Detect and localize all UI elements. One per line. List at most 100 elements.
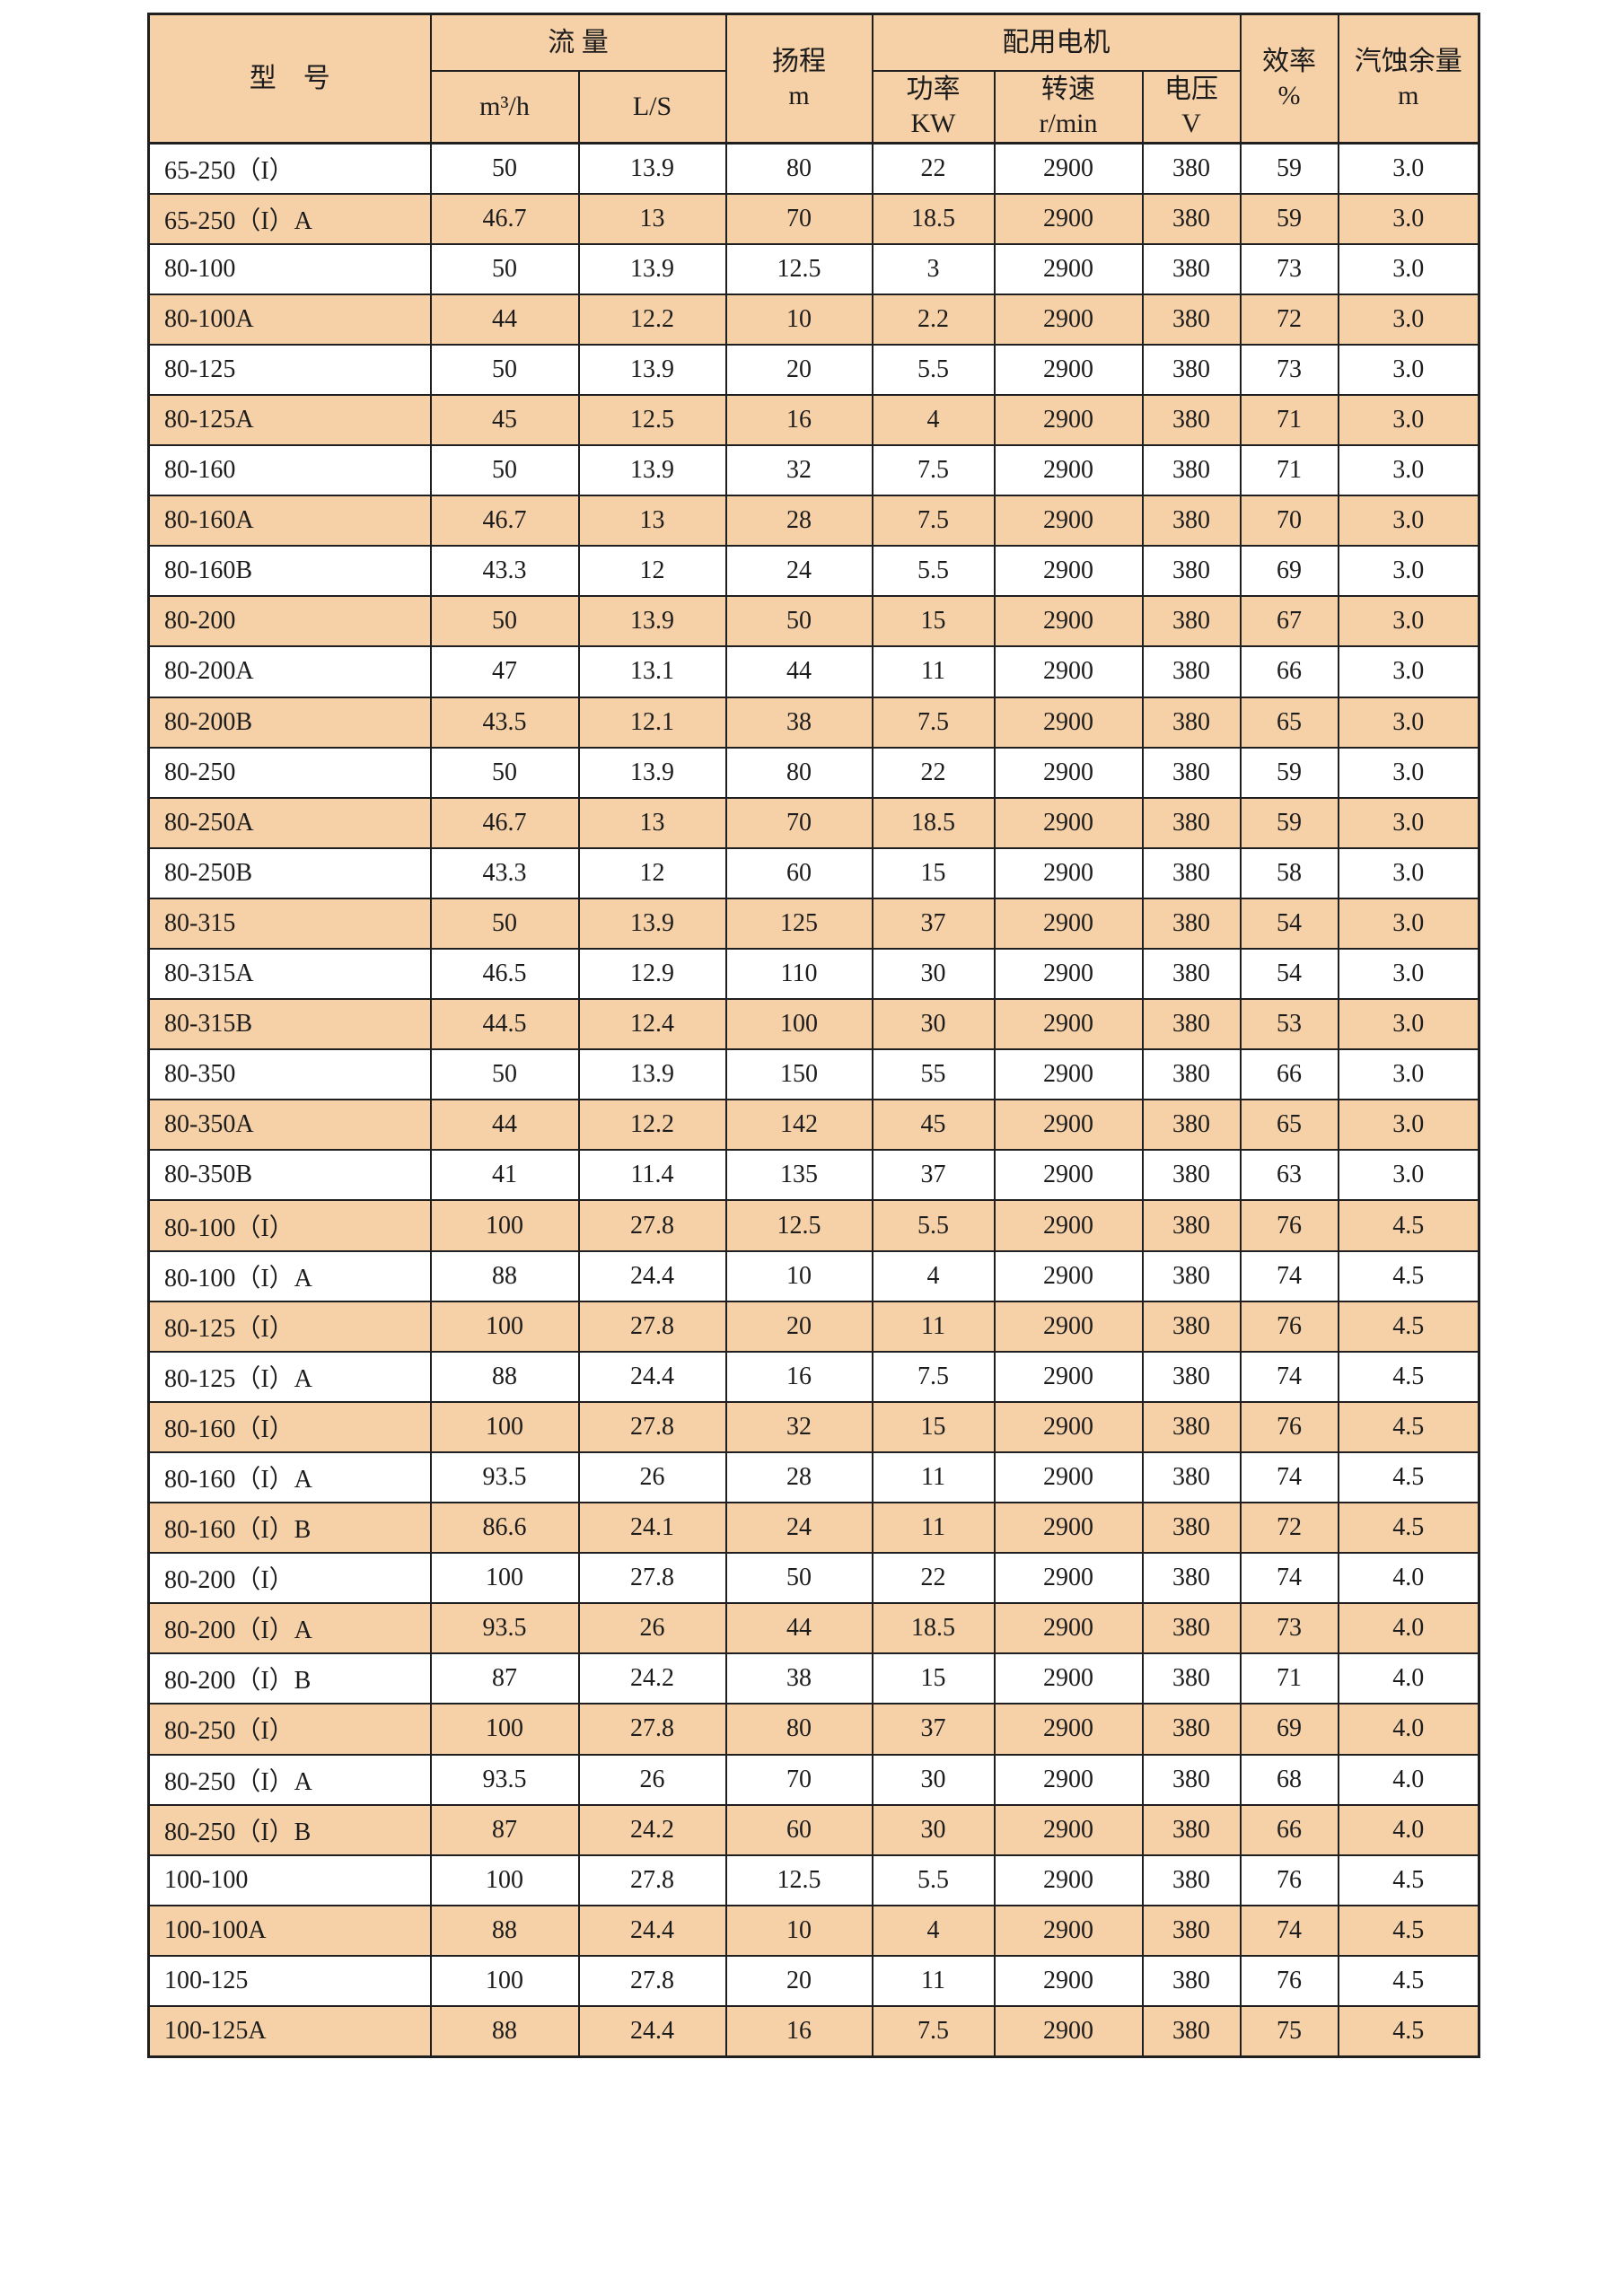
header-speed: 转速 r/min <box>993 69 1144 145</box>
cell-speed_rpm: 2900 <box>993 393 1144 447</box>
cell-efficiency_pct: 71 <box>1239 444 1339 497</box>
header-model: 型 号 <box>147 13 432 145</box>
cell-flow_ls: 13.9 <box>577 897 727 951</box>
cell-model: 80-160 <box>147 444 432 497</box>
cell-flow_m3h: 100 <box>429 1300 580 1353</box>
cell-efficiency_pct: 76 <box>1239 1400 1339 1453</box>
cell-flow_m3h: 44.5 <box>429 998 580 1051</box>
cell-efficiency_pct: 59 <box>1239 746 1339 799</box>
cell-model: 100-100A <box>147 1904 432 1957</box>
cell-power_kw: 15 <box>871 846 996 899</box>
cell-model: 80-125（I）A <box>147 1350 432 1403</box>
header-power: 功率 KW <box>871 69 996 145</box>
cell-flow_m3h: 46.7 <box>429 192 580 245</box>
cell-voltage_v: 380 <box>1141 1048 1242 1101</box>
header-flow-ls: L/S <box>577 69 727 145</box>
cell-model: 80-160（I） <box>147 1400 432 1453</box>
cell-voltage_v: 380 <box>1141 1652 1242 1705</box>
cell-power_kw: 4 <box>871 1904 996 1957</box>
cell-head_m: 10 <box>724 1249 873 1302</box>
cell-head_m: 24 <box>724 1502 873 1555</box>
table-row: 100-100A 88 24.4 10 4 2900 380 74 4.5 <box>147 1904 1480 1957</box>
header-power-unit: KW <box>910 108 956 138</box>
cell-efficiency_pct: 69 <box>1239 1703 1339 1756</box>
cell-head_m: 28 <box>724 495 873 548</box>
cell-speed_rpm: 2900 <box>993 1652 1144 1705</box>
cell-model: 80-315A <box>147 947 432 1001</box>
cell-flow_m3h: 87 <box>429 1803 580 1856</box>
cell-voltage_v: 380 <box>1141 1703 1242 1756</box>
cell-flow_m3h: 100 <box>429 1199 580 1252</box>
cell-npsh_m: 3.0 <box>1337 595 1480 648</box>
cell-efficiency_pct: 59 <box>1239 142 1339 195</box>
table-row: 80-250（I） 100 27.8 80 37 2900 380 69 4.0 <box>147 1703 1480 1756</box>
cell-voltage_v: 380 <box>1141 2004 1242 2058</box>
cell-efficiency_pct: 68 <box>1239 1753 1339 1806</box>
cell-power_kw: 11 <box>871 1954 996 2007</box>
table-row: 65-250（I） 50 13.9 80 22 2900 380 59 3.0 <box>147 142 1480 195</box>
cell-head_m: 80 <box>724 746 873 799</box>
header-speed-label: 转速 <box>1041 74 1095 105</box>
cell-head_m: 135 <box>724 1149 873 1202</box>
cell-efficiency_pct: 59 <box>1239 192 1339 245</box>
cell-flow_m3h: 100 <box>429 1400 580 1453</box>
cell-efficiency_pct: 76 <box>1239 1853 1339 1906</box>
cell-flow_m3h: 46.5 <box>429 947 580 1001</box>
cell-npsh_m: 3.0 <box>1337 947 1480 1001</box>
pump-spec-table-grid: 型 号 流 量 扬程 m 配用电机 效率 % 汽蚀余量 m m³/h L/S <box>147 13 1481 2058</box>
header-voltage-unit: V <box>1181 108 1201 138</box>
cell-power_kw: 18.5 <box>871 1602 996 1655</box>
cell-power_kw: 5.5 <box>871 343 996 396</box>
cell-power_kw: 30 <box>871 998 996 1051</box>
table-row: 80-200（I）A 93.5 26 44 18.5 2900 380 73 4.0 <box>147 1602 1480 1655</box>
cell-flow_m3h: 100 <box>429 1552 580 1605</box>
cell-flow_m3h: 44 <box>429 293 580 346</box>
cell-efficiency_pct: 74 <box>1239 1904 1339 1957</box>
cell-power_kw: 7.5 <box>871 696 996 749</box>
cell-npsh_m: 3.0 <box>1337 293 1480 346</box>
table-body: 65-250（I） 50 13.9 80 22 2900 380 59 3.0 65-250（I）… <box>147 142 1480 2058</box>
cell-flow_m3h: 93.5 <box>429 1450 580 1504</box>
header-speed-unit: r/min <box>1039 108 1098 138</box>
cell-npsh_m: 4.5 <box>1337 2004 1480 2058</box>
cell-flow_m3h: 45 <box>429 393 580 447</box>
cell-speed_rpm: 2900 <box>993 545 1144 598</box>
cell-model: 80-100 <box>147 242 432 295</box>
cell-flow_m3h: 43.3 <box>429 846 580 899</box>
table-row: 80-315B 44.5 12.4 100 30 2900 380 53 3.0 <box>147 998 1480 1051</box>
cell-npsh_m: 3.0 <box>1337 142 1480 195</box>
table-row: 80-125 50 13.9 20 5.5 2900 380 73 3.0 <box>147 343 1480 396</box>
cell-head_m: 16 <box>724 2004 873 2058</box>
table-row: 80-160A 46.7 13 28 7.5 2900 380 70 3.0 <box>147 495 1480 548</box>
cell-power_kw: 4 <box>871 1249 996 1302</box>
cell-flow_ls: 27.8 <box>577 1954 727 2007</box>
cell-flow_m3h: 93.5 <box>429 1602 580 1655</box>
cell-flow_m3h: 100 <box>429 1853 580 1906</box>
cell-flow_ls: 12 <box>577 545 727 598</box>
cell-voltage_v: 380 <box>1141 1602 1242 1655</box>
cell-speed_rpm: 2900 <box>993 1249 1144 1302</box>
cell-model: 80-250（I） <box>147 1703 432 1756</box>
cell-efficiency_pct: 53 <box>1239 998 1339 1051</box>
cell-flow_ls: 24.2 <box>577 1803 727 1856</box>
table-row: 80-250 50 13.9 80 22 2900 380 59 3.0 <box>147 746 1480 799</box>
cell-speed_rpm: 2900 <box>993 846 1144 899</box>
cell-flow_ls: 12.2 <box>577 293 727 346</box>
cell-efficiency_pct: 74 <box>1239 1450 1339 1504</box>
cell-model: 80-350B <box>147 1149 432 1202</box>
cell-speed_rpm: 2900 <box>993 242 1144 295</box>
cell-model: 80-200（I）B <box>147 1652 432 1705</box>
cell-head_m: 125 <box>724 897 873 951</box>
cell-speed_rpm: 2900 <box>993 1703 1144 1756</box>
cell-voltage_v: 380 <box>1141 1400 1242 1453</box>
header-efficiency-label: 效率 <box>1262 47 1317 76</box>
cell-npsh_m: 4.5 <box>1337 1400 1480 1453</box>
cell-voltage_v: 380 <box>1141 746 1242 799</box>
cell-flow_m3h: 88 <box>429 1904 580 1957</box>
header-motor: 配用电机 <box>871 13 1242 72</box>
header-voltage: 电压 V <box>1141 69 1242 145</box>
cell-voltage_v: 380 <box>1141 696 1242 749</box>
cell-flow_ls: 12.9 <box>577 947 727 1001</box>
cell-model: 80-125A <box>147 393 432 447</box>
cell-voltage_v: 380 <box>1141 444 1242 497</box>
